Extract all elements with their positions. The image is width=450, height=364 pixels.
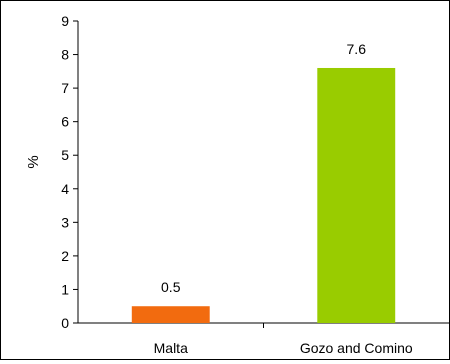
bar-chart: 0 1 2 3 4 5 6 7 8 9 Malta Gozo and Comino 0.5 7.6 % <box>25 13 449 356</box>
y-tick-label: 6 <box>61 114 69 130</box>
y-tick-label: 7 <box>61 80 69 96</box>
y-tick-label: 3 <box>61 214 69 230</box>
y-axis-title: % <box>25 155 42 168</box>
y-tick-label: 9 <box>61 13 69 29</box>
y-tick-label: 0 <box>61 315 69 331</box>
y-tick-label: 1 <box>61 281 69 297</box>
bar-value-label: 7.6 <box>347 41 367 57</box>
x-tick-label: Gozo and Comino <box>300 340 413 356</box>
y-tick-label: 8 <box>61 47 69 63</box>
data-labels: 0.5 7.6 <box>161 41 366 295</box>
bar-value-label: 0.5 <box>161 279 181 295</box>
bars <box>131 67 396 323</box>
x-axis: Malta Gozo and Comino <box>78 322 449 356</box>
bar <box>131 306 210 323</box>
y-tick-label: 4 <box>61 181 69 197</box>
y-tick-label: 2 <box>61 248 69 264</box>
x-tick-label: Malta <box>154 340 188 356</box>
bar <box>317 67 396 323</box>
y-axis: 0 1 2 3 4 5 6 7 8 9 <box>61 13 79 331</box>
y-tick-label: 5 <box>61 147 69 163</box>
